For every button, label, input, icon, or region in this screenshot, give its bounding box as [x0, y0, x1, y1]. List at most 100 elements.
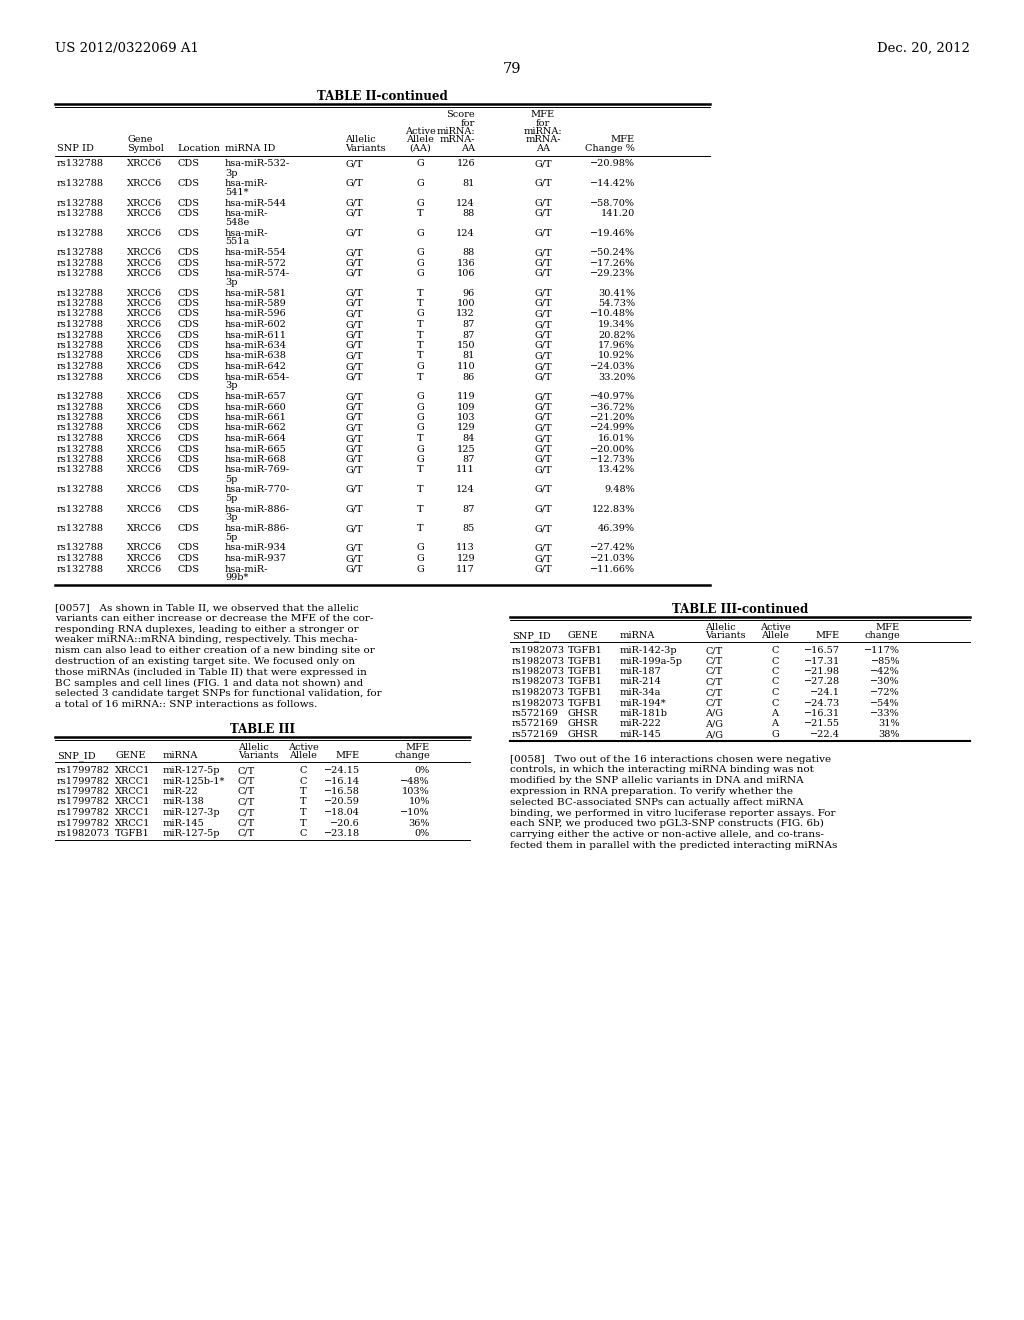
Text: XRCC6: XRCC6 [127, 554, 162, 564]
Text: AA: AA [461, 144, 475, 153]
Text: CDS: CDS [177, 198, 199, 207]
Text: carrying either the active or non-active allele, and co-trans-: carrying either the active or non-active… [510, 830, 824, 840]
Text: 3p: 3p [225, 279, 238, 286]
Text: XRCC6: XRCC6 [127, 544, 162, 553]
Text: G/T: G/T [535, 289, 552, 297]
Text: G: G [416, 160, 424, 169]
Text: hsa-miR-769-: hsa-miR-769- [225, 466, 290, 474]
Text: 122.83%: 122.83% [592, 504, 635, 513]
Text: miR-181b: miR-181b [620, 709, 668, 718]
Text: miRNA:: miRNA: [523, 127, 562, 136]
Text: −24.15: −24.15 [324, 766, 360, 775]
Text: 38%: 38% [879, 730, 900, 739]
Text: hsa-miR-554: hsa-miR-554 [225, 248, 287, 257]
Text: hsa-miR-596: hsa-miR-596 [225, 309, 287, 318]
Text: −42%: −42% [870, 667, 900, 676]
Text: Allele: Allele [289, 751, 317, 760]
Text: hsa-miR-602: hsa-miR-602 [225, 319, 287, 329]
Text: G: G [416, 455, 424, 465]
Text: 19.34%: 19.34% [598, 319, 635, 329]
Text: miR-187: miR-187 [620, 667, 662, 676]
Text: TGFB1: TGFB1 [568, 667, 603, 676]
Text: C/T: C/T [238, 808, 255, 817]
Text: −36.72%: −36.72% [590, 403, 635, 412]
Text: hsa-miR-654-: hsa-miR-654- [225, 372, 290, 381]
Text: G/T: G/T [535, 524, 552, 533]
Text: CDS: CDS [177, 330, 199, 339]
Text: miR-142-3p: miR-142-3p [620, 645, 678, 655]
Text: XRCC1: XRCC1 [115, 766, 151, 775]
Text: C/T: C/T [238, 797, 255, 807]
Text: 103: 103 [457, 413, 475, 422]
Text: A/G: A/G [705, 730, 723, 739]
Text: miRNA ID: miRNA ID [225, 144, 275, 153]
Text: G/T: G/T [345, 455, 362, 465]
Text: XRCC6: XRCC6 [127, 259, 162, 268]
Text: 125: 125 [457, 445, 475, 454]
Text: hsa-miR-770-: hsa-miR-770- [225, 484, 290, 494]
Text: hsa-miR-665: hsa-miR-665 [225, 445, 287, 454]
Text: G: G [416, 228, 424, 238]
Text: G/T: G/T [535, 362, 552, 371]
Text: TGFB1: TGFB1 [115, 829, 150, 838]
Text: 541*: 541* [225, 187, 249, 197]
Text: −58.70%: −58.70% [590, 198, 635, 207]
Text: rs132788: rs132788 [57, 403, 104, 412]
Text: G/T: G/T [345, 372, 362, 381]
Text: rs132788: rs132788 [57, 209, 104, 218]
Text: miR-222: miR-222 [620, 719, 662, 729]
Text: XRCC6: XRCC6 [127, 289, 162, 297]
Text: miRNA: miRNA [163, 751, 199, 760]
Text: 132: 132 [457, 309, 475, 318]
Text: −21.98: −21.98 [804, 667, 840, 676]
Text: T: T [417, 330, 423, 339]
Text: miRNA:: miRNA: [436, 127, 475, 136]
Text: XRCC6: XRCC6 [127, 351, 162, 360]
Text: miR-125b-1*: miR-125b-1* [163, 776, 225, 785]
Text: G/T: G/T [535, 455, 552, 465]
Text: T: T [417, 209, 423, 218]
Text: G/T: G/T [345, 289, 362, 297]
Text: G/T: G/T [345, 160, 362, 169]
Text: G/T: G/T [345, 248, 362, 257]
Text: rs132788: rs132788 [57, 466, 104, 474]
Text: G/T: G/T [535, 403, 552, 412]
Text: −14.42%: −14.42% [590, 180, 635, 187]
Text: controls, in which the interacting miRNA binding was not: controls, in which the interacting miRNA… [510, 766, 814, 775]
Text: G/T: G/T [535, 300, 552, 308]
Text: −18.04: −18.04 [324, 808, 360, 817]
Text: G/T: G/T [345, 198, 362, 207]
Text: −21.20%: −21.20% [590, 413, 635, 422]
Text: XRCC6: XRCC6 [127, 269, 162, 279]
Text: TGFB1: TGFB1 [568, 656, 603, 665]
Text: XRCC6: XRCC6 [127, 209, 162, 218]
Text: XRCC6: XRCC6 [127, 228, 162, 238]
Text: G: G [416, 362, 424, 371]
Text: rs1982073: rs1982073 [57, 829, 111, 838]
Text: rs132788: rs132788 [57, 445, 104, 454]
Text: TABLE III-continued: TABLE III-continued [672, 603, 808, 616]
Text: 124: 124 [457, 228, 475, 238]
Text: XRCC6: XRCC6 [127, 362, 162, 371]
Text: 16.01%: 16.01% [598, 434, 635, 444]
Text: T: T [300, 787, 306, 796]
Text: MFE: MFE [816, 631, 840, 640]
Text: 126: 126 [457, 160, 475, 169]
Text: G: G [771, 730, 779, 739]
Text: 10%: 10% [409, 797, 430, 807]
Text: TGFB1: TGFB1 [568, 645, 603, 655]
Text: G/T: G/T [535, 269, 552, 279]
Text: hsa-miR-886-: hsa-miR-886- [225, 524, 290, 533]
Text: Allelic: Allelic [345, 136, 376, 144]
Text: G/T: G/T [345, 330, 362, 339]
Text: miR-214: miR-214 [620, 677, 662, 686]
Text: CDS: CDS [177, 180, 199, 187]
Text: 87: 87 [463, 504, 475, 513]
Text: G: G [416, 424, 424, 433]
Text: C: C [299, 829, 306, 838]
Text: G: G [416, 198, 424, 207]
Text: CDS: CDS [177, 504, 199, 513]
Text: G/T: G/T [345, 341, 362, 350]
Text: G/T: G/T [535, 341, 552, 350]
Text: GENE: GENE [568, 631, 598, 640]
